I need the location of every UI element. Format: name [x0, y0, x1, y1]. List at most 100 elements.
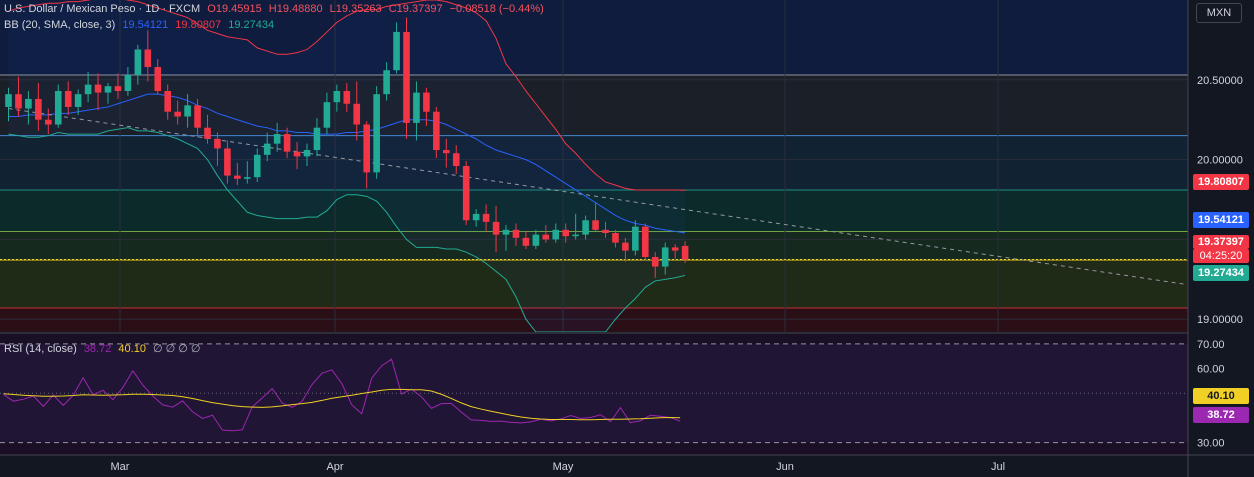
candle — [592, 202, 599, 232]
trend-line — [0, 108, 1254, 296]
candle-body — [323, 102, 331, 128]
candle-body — [632, 226, 639, 251]
candle-body — [383, 70, 390, 95]
candle-body — [154, 67, 162, 91]
candle — [423, 87, 430, 127]
bb-legend: BB (20, SMA, close, 3) 19.54121 19.80807… — [4, 18, 278, 32]
candle — [313, 118, 321, 157]
candle-body — [612, 233, 619, 243]
rsi-ma-price-tag: 40.10 — [1193, 388, 1249, 404]
candle — [433, 106, 440, 159]
candle-body — [5, 94, 12, 107]
candle — [642, 223, 649, 261]
rsi-indicator-label[interactable]: RSI (14, close) — [4, 343, 77, 355]
candle — [184, 94, 191, 128]
countdown-tag: 04:25:20 — [1193, 249, 1249, 263]
candle — [622, 237, 629, 262]
candle-body — [651, 256, 659, 267]
rsi-tick-label: 30.00 — [1197, 438, 1225, 450]
bb-background-bands — [0, 0, 1188, 332]
bb-basis-line — [8, 93, 686, 234]
candle — [25, 90, 32, 125]
candle — [582, 215, 589, 240]
candle — [124, 67, 132, 96]
candle — [612, 229, 619, 248]
symbol-label[interactable]: U.S. Dollar / Mexican Peso · 1D · FXCM — [4, 3, 201, 15]
candle — [482, 204, 490, 232]
candle — [263, 132, 271, 162]
candle — [54, 84, 62, 128]
rsi-line — [3, 358, 681, 432]
candle — [303, 143, 311, 166]
candle — [15, 76, 22, 117]
candle-body — [343, 90, 351, 104]
candle-body — [214, 138, 221, 149]
candle-body — [642, 226, 649, 257]
candle — [154, 59, 162, 95]
time-tick-label: Mar — [111, 461, 130, 473]
candle-body — [552, 229, 560, 240]
bb-upper-line — [8, 0, 686, 191]
candle — [661, 242, 669, 275]
candle-body — [144, 49, 152, 68]
low-value: L19.35263 — [329, 3, 382, 15]
candle-body — [472, 213, 480, 221]
candle-body — [303, 150, 311, 157]
candle-body — [204, 127, 211, 139]
candle — [94, 73, 102, 111]
candle-body — [562, 229, 569, 237]
candle — [413, 81, 420, 141]
candle — [174, 100, 181, 125]
candle — [363, 121, 370, 189]
change-value: −0.08518 (−0.44%) — [449, 3, 544, 15]
candle-body — [45, 119, 52, 125]
rsi-ma-value: 40.10 — [118, 343, 146, 355]
close-value: C19.37397 — [388, 3, 443, 15]
candle-body — [194, 105, 201, 128]
candle — [462, 161, 470, 226]
candle — [671, 244, 679, 259]
high-value: H19.48880 — [268, 3, 323, 15]
bb-basis-price-tag: 19.54121 — [1193, 212, 1249, 228]
candle — [452, 145, 460, 174]
candle-body — [452, 153, 460, 166]
bb-band-fill — [8, 0, 686, 332]
time-tick-label: Jun — [776, 461, 794, 473]
candle — [512, 223, 520, 246]
candle — [522, 231, 530, 249]
candle-body — [681, 245, 689, 260]
candle — [64, 81, 72, 115]
candle-body — [403, 31, 410, 123]
candle — [253, 148, 261, 182]
candle-body — [124, 75, 132, 91]
candle-body — [184, 105, 191, 117]
price-tick-label: 20.00000 — [1197, 155, 1243, 167]
candle-body — [25, 98, 32, 109]
candle-body — [114, 86, 122, 91]
candle-body — [622, 242, 629, 251]
currency-button[interactable]: MXN — [1196, 3, 1242, 23]
candle — [204, 114, 211, 144]
candle-body — [64, 90, 72, 107]
candle — [5, 87, 12, 122]
candle-body — [462, 166, 470, 221]
candles[interactable] — [5, 17, 689, 278]
candle-body — [433, 111, 440, 151]
candle — [74, 89, 82, 115]
candle — [104, 83, 112, 104]
candle-body — [592, 220, 599, 230]
candle-body — [94, 84, 102, 93]
bb-indicator-label[interactable]: BB (20, SMA, close, 3) — [4, 19, 116, 31]
candle — [194, 98, 201, 138]
candle — [552, 223, 560, 243]
price-tick-label: 20.50000 — [1197, 75, 1243, 87]
candle — [144, 30, 152, 82]
candle-body — [234, 175, 241, 179]
candle — [214, 132, 221, 166]
candle — [403, 17, 410, 139]
candle-body — [253, 154, 261, 178]
time-tick-label: Apr — [326, 461, 343, 473]
candle — [164, 84, 171, 120]
candle — [333, 84, 341, 112]
